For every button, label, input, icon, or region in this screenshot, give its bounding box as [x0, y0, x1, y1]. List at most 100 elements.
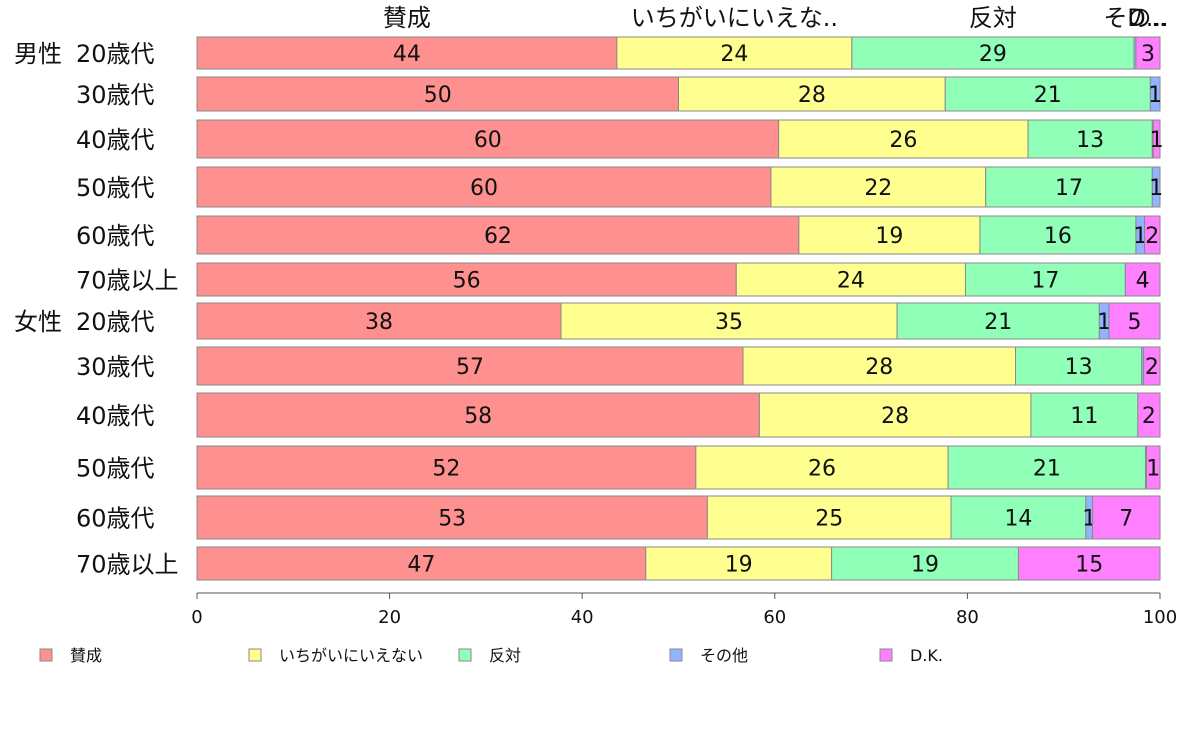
data-label: 47 — [407, 553, 435, 578]
bar-row: 52 26 21 1 — [196, 445, 1161, 490]
data-label: 17 — [1055, 176, 1083, 201]
data-label: 5 — [1127, 310, 1141, 335]
legend-label: D.K. — [910, 646, 943, 665]
category-label: 60歳代 — [76, 505, 155, 533]
x-tick-label: 20 — [378, 607, 401, 628]
data-label: 24 — [837, 269, 865, 294]
bar-segment — [896, 302, 1100, 340]
data-label: 53 — [438, 507, 466, 532]
legend-swatch — [248, 648, 262, 662]
legend-item: 反対 — [458, 646, 521, 665]
data-label: 16 — [1044, 224, 1072, 249]
data-label: 1 — [1146, 457, 1160, 482]
bar-segment — [196, 346, 744, 386]
bar-segment — [778, 119, 1029, 159]
bar-segment — [1030, 392, 1139, 438]
legend-item: 賛成 — [39, 646, 102, 665]
data-label: 26 — [889, 128, 917, 153]
bar-segment — [560, 302, 898, 340]
top-series-label: その.. — [1103, 4, 1166, 32]
data-label: 28 — [865, 355, 893, 380]
data-label: 3 — [1141, 42, 1155, 67]
data-label: 62 — [484, 224, 512, 249]
bar-segment — [770, 166, 987, 208]
bar-segment — [196, 215, 800, 255]
bar-row: 53 25 14 1 7 — [196, 495, 1161, 540]
bar-segment — [985, 166, 1153, 208]
data-label: 17 — [1031, 269, 1059, 294]
bar-segment — [1108, 302, 1161, 340]
legend-label: 賛成 — [70, 646, 102, 665]
bar-segment — [678, 76, 946, 112]
category-label: 50歳代 — [76, 174, 155, 202]
data-label: 21 — [1034, 83, 1062, 108]
legend-label: いちがいにいえない — [279, 646, 423, 665]
data-label: 22 — [864, 176, 892, 201]
legend: 賛成 いちがいにいえない 反対 その他 D.K. — [39, 646, 943, 665]
top-series-label: いちがいにいえな.. — [631, 4, 838, 32]
data-label: 26 — [808, 457, 836, 482]
category-label: 40歳代 — [76, 126, 155, 154]
x-tick-label: 0 — [191, 607, 202, 628]
bar-segment — [706, 495, 952, 540]
x-tick-label: 60 — [763, 607, 786, 628]
data-label: 19 — [725, 553, 753, 578]
x-axis: 0 20 40 60 80 100 — [191, 592, 1177, 628]
x-tick-label: 40 — [571, 607, 594, 628]
bar-segment — [196, 36, 618, 70]
series-top-labels: 賛成 いちがいにいえな.. 反対 その..D... — [383, 4, 1169, 32]
data-label: 2 — [1142, 404, 1156, 429]
bar-segment — [196, 302, 562, 340]
bar-row: 56 24 17 4 — [196, 262, 1161, 297]
category-label: 20歳代 — [76, 308, 155, 336]
bar-segment — [742, 346, 1017, 386]
bar-segment — [196, 166, 772, 208]
data-label: 2 — [1145, 355, 1159, 380]
legend-swatch — [879, 648, 893, 662]
legend-label: その他 — [700, 646, 748, 665]
bar-segment — [758, 392, 1032, 438]
top-series-label: D... — [1127, 4, 1168, 32]
category-label: 30歳代 — [76, 353, 155, 381]
bar-row: 62 19 16 12 — [196, 215, 1161, 255]
data-label: 4 — [1136, 269, 1150, 294]
x-tick-label: 100 — [1143, 607, 1177, 628]
bar-row: 60 26 13 1 — [196, 119, 1164, 159]
bar-segment — [851, 36, 1135, 70]
bar-segment — [695, 445, 949, 490]
legend-item: いちがいにいえない — [248, 646, 423, 665]
data-label: 7 — [1119, 507, 1133, 532]
x-tick-label: 80 — [956, 607, 979, 628]
bar-segment — [1124, 262, 1161, 297]
data-label: 1 — [1149, 176, 1163, 201]
bar-segment — [1146, 445, 1161, 490]
bar-segment — [1015, 346, 1143, 386]
data-label: 28 — [798, 83, 826, 108]
data-label: 13 — [1076, 128, 1104, 153]
bar-segment — [1137, 392, 1161, 438]
bar-segment — [950, 495, 1087, 540]
data-label: 29 — [979, 42, 1007, 67]
data-label: 11 — [1070, 404, 1098, 429]
group-label: 男性 — [14, 40, 62, 68]
legend-label: 反対 — [489, 646, 521, 665]
data-label: 19 — [911, 553, 939, 578]
legend-swatch — [669, 648, 683, 662]
data-label: 38 — [365, 310, 393, 335]
legend-swatch — [458, 648, 472, 662]
data-label: 15 — [1075, 553, 1103, 578]
data-label: 24 — [720, 42, 748, 67]
bar-row: 58 28 11 2 — [196, 392, 1161, 438]
bar-row: 44 24 29 3 — [196, 36, 1161, 70]
legend-swatch — [39, 648, 53, 662]
category-label: 50歳代 — [76, 455, 155, 483]
data-label: 19 — [875, 224, 903, 249]
data-label: 57 — [456, 355, 484, 380]
category-label: 70歳以上 — [76, 551, 179, 579]
bar-row: 47 19 19 15 — [196, 546, 1161, 581]
category-label: 40歳代 — [76, 402, 155, 430]
legend-item: D.K. — [879, 646, 943, 665]
category-label: 20歳代 — [76, 40, 155, 68]
bar-row: 50 28 21 1 — [196, 76, 1162, 112]
